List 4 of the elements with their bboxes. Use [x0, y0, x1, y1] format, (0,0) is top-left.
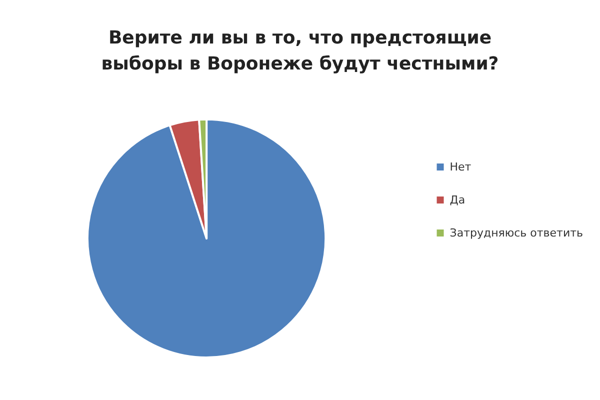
legend-label: Нет	[450, 160, 472, 174]
legend-label: Да	[450, 194, 466, 206]
legend-label: Затрудняюсь ответить	[450, 226, 584, 240]
chart-title: Верите ли вы в то, что предстоящие выборы в Воронеже будут честными?	[101, 28, 499, 74]
